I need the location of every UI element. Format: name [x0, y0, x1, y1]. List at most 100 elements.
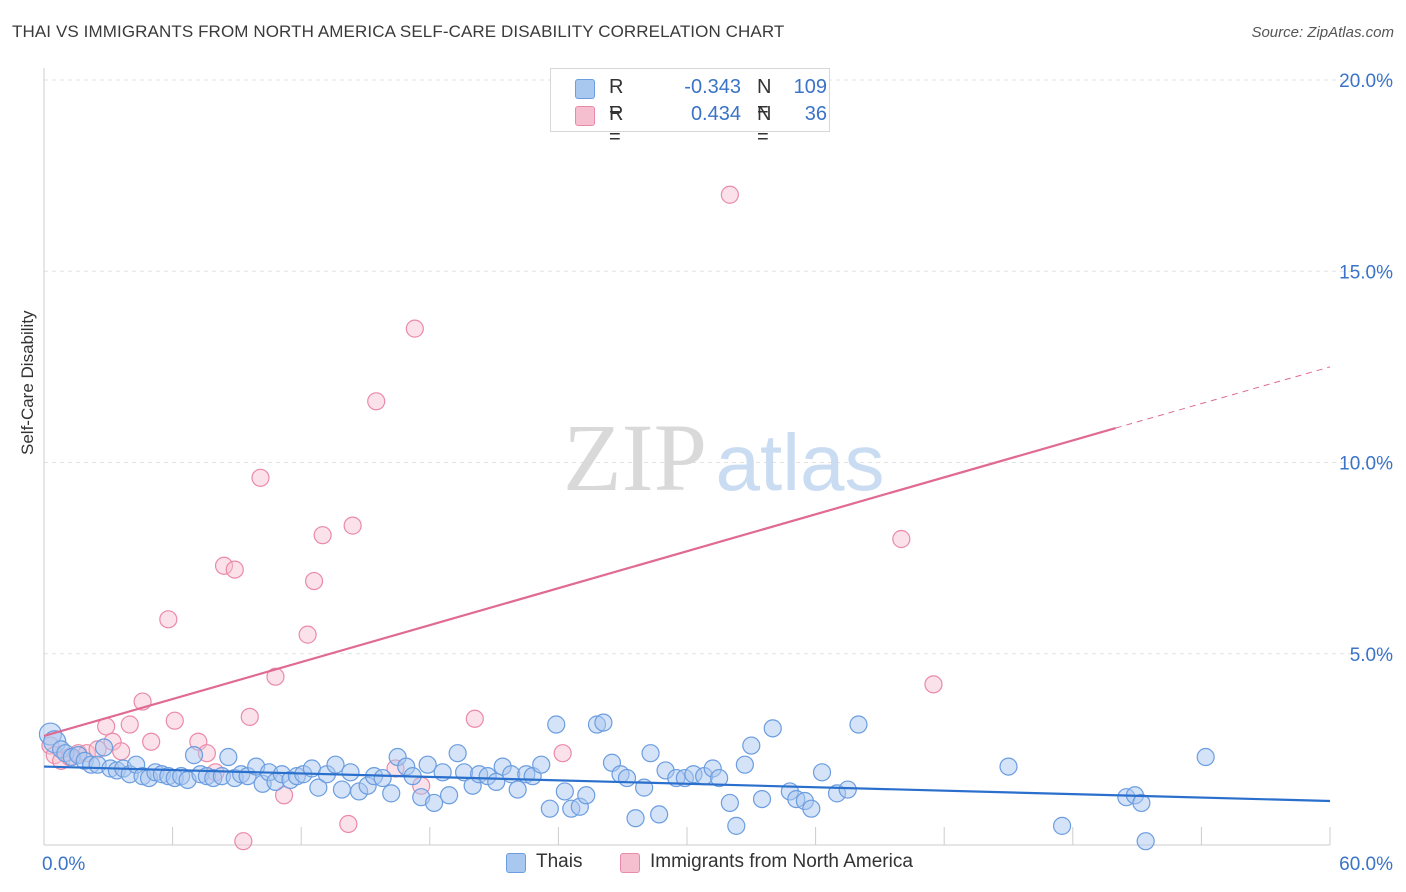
- immigrants-point: [924, 675, 943, 694]
- thais-point: [577, 786, 596, 805]
- x-tick-label: 60.0%: [1339, 854, 1393, 875]
- trend-lines: [43, 366, 1331, 803]
- immigrants-point: [112, 742, 131, 761]
- y-tick-label: 15.0%: [1339, 262, 1393, 283]
- r-label: R =: [609, 103, 624, 148]
- thais-point: [326, 755, 345, 774]
- thais-point: [641, 744, 660, 763]
- thais-point: [439, 786, 459, 805]
- watermark-atlas: atlas: [716, 418, 885, 507]
- thais-point: [720, 793, 739, 813]
- immigrants-point: [266, 667, 285, 686]
- immigrants-swatch: [575, 106, 595, 126]
- immigrants-point: [313, 526, 332, 545]
- grid-lines: [44, 79, 1392, 655]
- immigrants-point: [234, 832, 253, 851]
- y-tick-label: 5.0%: [1350, 645, 1393, 666]
- immigrants-point: [553, 744, 572, 763]
- thais-point: [540, 799, 559, 818]
- thais-point: [849, 715, 868, 734]
- thais-points: [38, 713, 1215, 851]
- thais-point: [710, 768, 729, 788]
- thais-point: [332, 780, 352, 799]
- immigrants-point: [343, 516, 362, 535]
- immigrants-point: [251, 468, 270, 487]
- thais-point: [341, 763, 360, 782]
- thais-point: [547, 715, 566, 734]
- r-value: 0.434: [690, 103, 741, 125]
- y-tick-label: 20.0%: [1339, 71, 1393, 92]
- watermark-zip: ZIP: [563, 404, 707, 511]
- immigrants-point: [274, 786, 294, 805]
- x-tick-label: 0.0%: [42, 854, 85, 875]
- immigrants-point: [465, 709, 484, 728]
- thais-point: [617, 768, 637, 788]
- correlation-legend: R = -0.343 N = 109 R = 0.434 N = 36: [550, 68, 830, 148]
- immigrants-point: [892, 529, 911, 549]
- y-tick-label: 10.0%: [1339, 454, 1393, 475]
- watermark: ZIP atlas: [563, 404, 884, 511]
- thais-point: [508, 780, 527, 799]
- immigrants-point: [165, 711, 184, 730]
- axes: [43, 68, 1331, 846]
- immigrants-point: [159, 610, 178, 629]
- thais-point: [424, 793, 444, 813]
- thais-swatch: [506, 853, 526, 873]
- thais-point: [626, 809, 645, 828]
- immigrants-point: [225, 560, 244, 579]
- immigrants-point: [240, 707, 259, 726]
- thais-point: [735, 755, 754, 774]
- immigrants-swatch: [620, 853, 640, 873]
- thais-point: [448, 744, 467, 763]
- immigrants-point: [720, 185, 739, 204]
- thais-point: [727, 816, 746, 835]
- thais-point: [838, 780, 857, 799]
- n-value: 109: [793, 76, 827, 98]
- thais-point: [650, 805, 669, 824]
- thais-point: [763, 719, 782, 738]
- thais-point: [94, 738, 114, 757]
- n-label: N =: [757, 76, 772, 121]
- r-value: -0.343: [684, 76, 741, 98]
- thais-point: [309, 778, 328, 797]
- thais-point: [812, 763, 832, 782]
- thais-point: [184, 746, 204, 765]
- thais-point: [418, 755, 437, 774]
- thais-point: [594, 713, 613, 732]
- immigrants-point: [367, 392, 386, 411]
- thais-point: [1052, 816, 1072, 835]
- thais-point: [802, 799, 821, 818]
- n-label: N =: [757, 103, 772, 148]
- immigrants-points: [41, 185, 943, 851]
- thais-point: [1136, 832, 1155, 851]
- thais-point: [373, 768, 392, 788]
- immigrants-trend-extension: [1115, 366, 1331, 429]
- r-label: R =: [609, 76, 624, 121]
- thais-swatch: [575, 79, 595, 99]
- thais-point: [999, 757, 1018, 776]
- immigrants-trend-line: [43, 427, 1116, 738]
- thais-point: [742, 736, 761, 755]
- thais-point: [487, 772, 506, 791]
- thais-point: [532, 755, 551, 774]
- chart-source: Source: ZipAtlas.com: [1251, 24, 1394, 41]
- y-axis-label: Self-Care Disability: [18, 310, 37, 455]
- immigrants-point: [142, 732, 161, 751]
- n-value: 36: [804, 103, 827, 125]
- thais-label: Thais: [536, 851, 583, 872]
- chart-title: THAI VS IMMIGRANTS FROM NORTH AMERICA SE…: [12, 22, 785, 41]
- tick-labels: 5.0% 10.0% 15.0% 20.0% 0.0% 60.0%: [42, 71, 1393, 875]
- immigrants-point: [339, 814, 358, 834]
- thais-point: [752, 789, 772, 809]
- immigrants-point: [304, 571, 324, 591]
- thais-point: [555, 782, 574, 801]
- immigrants-point: [120, 715, 139, 734]
- immigrants-label: Immigrants from North America: [650, 851, 913, 872]
- thais-point: [1132, 793, 1151, 813]
- immigrants-point: [298, 625, 317, 644]
- immigrants-point: [214, 556, 234, 575]
- thais-point: [219, 747, 238, 767]
- immigrants-point: [405, 319, 424, 338]
- thais-point: [382, 784, 401, 803]
